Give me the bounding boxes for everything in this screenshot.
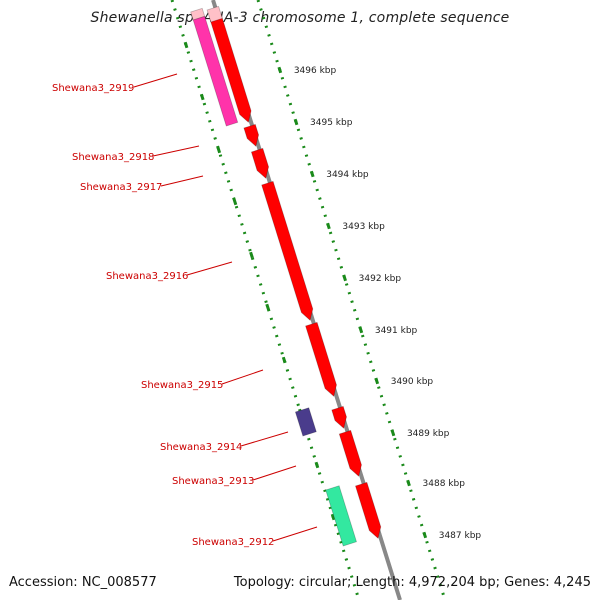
scale-tick-label: 3490 kbp bbox=[391, 377, 434, 387]
scale-tick-label: 3488 kbp bbox=[423, 479, 466, 489]
scale-tick-left bbox=[232, 198, 238, 206]
scale-tick-label: 3493 kbp bbox=[342, 222, 385, 232]
gene-label[interactable]: Shewana3_2914 bbox=[160, 442, 242, 453]
scale-tick-left bbox=[199, 93, 205, 101]
gene-block[interactable] bbox=[325, 485, 358, 547]
gene-label[interactable]: Shewana3_2917 bbox=[80, 182, 162, 193]
scale-axis: 3496 kbp 3495 kbp 3494 kbp 3493 kbp 3492 kbp… bbox=[170, 0, 482, 600]
scale-tick-label: 3496 kbp bbox=[294, 66, 337, 76]
gene-block[interactable] bbox=[192, 15, 239, 127]
right-dotted-axis bbox=[256, 0, 447, 600]
gene-label[interactable]: Shewana3_2913 bbox=[172, 476, 254, 487]
scale-tick-right bbox=[390, 429, 396, 437]
gene-arrow[interactable] bbox=[338, 429, 362, 477]
left-dotted-axis bbox=[170, 0, 361, 600]
scale-tick-label: 3494 kbp bbox=[326, 170, 369, 180]
gene-label-leader bbox=[221, 369, 264, 385]
scale-tick-left bbox=[216, 146, 222, 154]
scale-tick-right bbox=[277, 66, 283, 74]
scale-tick-label: 3489 kbp bbox=[407, 429, 450, 439]
scale-tick-right bbox=[358, 326, 364, 334]
scale-tick-right bbox=[374, 377, 380, 385]
gene-label[interactable]: Shewana3_2918 bbox=[72, 152, 154, 163]
scale-tick-left bbox=[183, 41, 189, 49]
gene-block[interactable] bbox=[294, 407, 317, 437]
scale-tick-label: 3487 kbp bbox=[439, 531, 482, 541]
gene-arrow[interactable] bbox=[243, 123, 260, 147]
gene-arrow[interactable] bbox=[331, 405, 347, 429]
gene-label-leader bbox=[272, 526, 318, 542]
scale-tick-right bbox=[342, 274, 347, 282]
scale-tick-label: 3491 kbp bbox=[375, 326, 418, 336]
gene-label-leader bbox=[252, 465, 297, 481]
gene-label[interactable]: Shewana3_2915 bbox=[141, 380, 223, 391]
scale-tick-right bbox=[309, 170, 315, 178]
gene-arrow[interactable] bbox=[305, 321, 337, 397]
gene-label-leader bbox=[133, 73, 178, 88]
scale-tick-left bbox=[265, 303, 271, 311]
scale-tick-label: 3492 kbp bbox=[359, 274, 402, 284]
gene-arrow[interactable] bbox=[250, 147, 270, 179]
scale-tick-left bbox=[281, 356, 287, 364]
scale-tick-right bbox=[326, 222, 331, 230]
scale-tick-left bbox=[249, 251, 254, 259]
genes-track bbox=[190, 5, 382, 547]
gene-arrow[interactable] bbox=[355, 481, 382, 539]
gene-arrow[interactable] bbox=[261, 180, 314, 321]
gene-label-leader bbox=[160, 175, 204, 187]
scale-tick-label: 3495 kbp bbox=[310, 118, 353, 128]
gene-label-leader bbox=[186, 261, 233, 276]
scale-tick-left bbox=[314, 461, 320, 469]
gene-label[interactable]: Shewana3_2919 bbox=[52, 83, 134, 94]
gene-labels: Shewana3_2919 Shewana3_2918 Shewana3_2917 S… bbox=[52, 73, 318, 548]
scale-tick-left bbox=[330, 513, 336, 521]
topology-text: Topology: circular; Length: 4,972,204 bp… bbox=[233, 575, 591, 590]
gene-label-leader bbox=[152, 145, 200, 157]
scale-tick-right bbox=[422, 531, 428, 539]
scale-tick-right bbox=[293, 118, 299, 126]
gene-label[interactable]: Shewana3_2916 bbox=[106, 271, 188, 282]
gene-block[interactable] bbox=[206, 5, 223, 23]
gene-label[interactable]: Shewana3_2912 bbox=[192, 537, 274, 548]
gene-label-leader bbox=[240, 431, 289, 447]
scale-tick-right bbox=[406, 479, 411, 487]
accession-text: Accession: NC_008577 bbox=[9, 575, 157, 590]
